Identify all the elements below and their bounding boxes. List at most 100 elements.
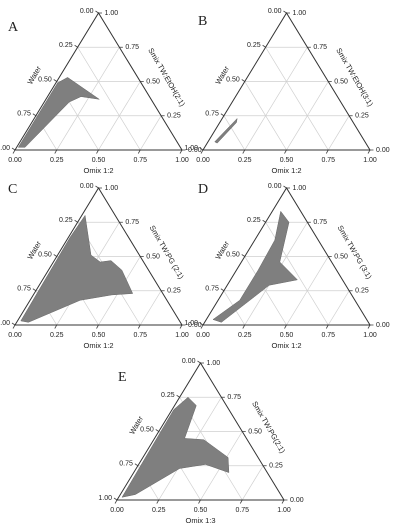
smix-tick-label: 1.00 [293, 10, 307, 17]
smix-tick-label: 0.75 [125, 44, 139, 51]
tick-mark [11, 147, 16, 151]
water-tick-label: 0.50 [226, 76, 240, 83]
water-tick-label: 0.50 [140, 426, 154, 433]
tick-mark [53, 79, 57, 82]
grid-line [98, 81, 141, 151]
grid-line [56, 47, 120, 151]
tick-mark [96, 149, 99, 154]
tick-mark [325, 149, 329, 154]
smix-tick-label: 0.50 [334, 253, 348, 260]
oil-tick-label: 0.50 [280, 332, 294, 339]
water-tick-label: 1.00 [98, 495, 112, 502]
oil-tick-label: 0.25 [152, 507, 166, 514]
tick-mark [198, 499, 201, 504]
water-tick-label: 0.50 [38, 76, 52, 83]
panel-letter: A [8, 20, 19, 35]
oil-tick-label: 1.00 [175, 332, 189, 339]
tick-mark [367, 324, 371, 329]
smix-tick-label: 1.00 [105, 10, 119, 17]
water-tick-label: 0.25 [161, 392, 175, 399]
water-tick-label: 0.00 [268, 8, 282, 15]
oil-tick-label: 1.00 [363, 332, 377, 339]
water-tick-label: 0.25 [59, 42, 73, 49]
triangle-frame [202, 187, 371, 326]
phase-region [214, 117, 238, 144]
smix-tick-label: 0.50 [334, 78, 348, 85]
tick-mark [95, 10, 99, 14]
tick-mark [155, 429, 159, 432]
tick-mark [284, 324, 287, 329]
water-tick-label: 0.50 [38, 251, 52, 258]
smix-tick-label: 0.25 [269, 463, 283, 470]
grid-line [265, 47, 329, 151]
tick-mark [262, 219, 266, 223]
oil-tick-label: 0.75 [133, 157, 147, 164]
triangle-frame [116, 362, 285, 501]
smix-tick-label: 0.25 [355, 113, 369, 120]
oil-tick-label: 1.00 [363, 157, 377, 164]
water-tick-label: 0.50 [226, 251, 240, 258]
grid-line [223, 115, 246, 151]
oil-tick-label: 0.25 [50, 157, 64, 164]
smix-tick-label: 0.50 [248, 428, 262, 435]
water-tick-label: 0.75 [205, 111, 219, 118]
grid-line [241, 465, 264, 501]
water-tick-label: 0.75 [17, 111, 31, 118]
tick-mark [11, 322, 16, 326]
smix-tick-label: 0.00 [188, 322, 202, 329]
tick-mark [74, 44, 78, 48]
smix-tick-label: 1.00 [105, 185, 119, 192]
tick-mark [134, 463, 139, 467]
phase-region [212, 210, 298, 323]
tick-mark [12, 149, 16, 154]
tick-mark [179, 324, 183, 329]
water-tick-label: 0.25 [247, 217, 261, 224]
smix-tick-label: 0.75 [313, 44, 327, 51]
oil-tick-label: 0.00 [110, 507, 124, 514]
phase-region [20, 214, 134, 323]
tick-mark [199, 322, 204, 326]
tick-mark [239, 499, 243, 504]
smix-tick-label: 0.50 [146, 78, 160, 85]
tick-mark [200, 149, 204, 154]
oil-tick-label: 0.00 [196, 157, 210, 164]
smix-tick-label: 0.75 [125, 219, 139, 226]
tick-mark [281, 499, 285, 504]
smix-tick-label: 0.00 [290, 497, 304, 504]
triangle-frame [14, 12, 183, 151]
tick-mark [179, 149, 183, 154]
oil-tick-label: 0.75 [235, 507, 249, 514]
tick-mark [32, 113, 37, 117]
tick-mark [242, 324, 246, 329]
smix-tick-label: 0.75 [313, 219, 327, 226]
tick-mark [283, 185, 287, 189]
water-tick-label: 1.00 [184, 320, 198, 327]
grid-line [139, 115, 162, 151]
smix-tick-label: 1.00 [207, 360, 221, 367]
tick-mark [283, 10, 287, 14]
grid-line [244, 47, 308, 151]
water-tick-label: 0.75 [205, 286, 219, 293]
panel-letter: D [198, 182, 208, 197]
water-tick-label: 1.00 [0, 145, 10, 152]
water-tick-label: 0.00 [268, 183, 282, 190]
tick-mark [95, 185, 99, 189]
tick-mark [156, 499, 160, 504]
oil-tick-label: 0.25 [50, 332, 64, 339]
water-tick-label: 0.75 [17, 286, 31, 293]
bottom-axis-title: Omix 1:3 [185, 516, 215, 525]
oil-tick-label: 0.75 [133, 332, 147, 339]
water-tick-label: 0.00 [182, 358, 196, 365]
tick-mark [53, 254, 57, 257]
triangle-frame [202, 12, 371, 151]
panel-letter: E [118, 370, 127, 385]
oil-tick-label: 1.00 [277, 507, 291, 514]
tick-mark [325, 324, 329, 329]
oil-tick-label: 0.00 [196, 332, 210, 339]
tick-mark [137, 324, 141, 329]
smix-tick-label: 0.25 [167, 288, 181, 295]
tick-mark [200, 324, 204, 329]
oil-tick-label: 0.50 [92, 157, 106, 164]
oil-tick-label: 0.00 [8, 332, 22, 339]
